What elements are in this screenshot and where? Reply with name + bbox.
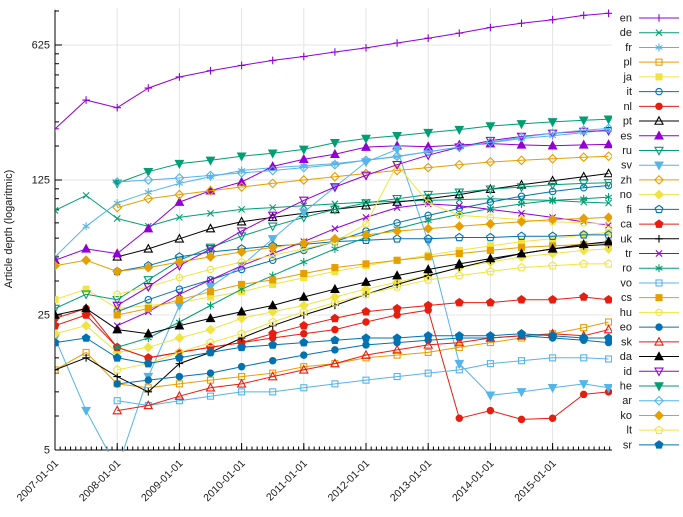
legend-item-hu: hu	[620, 307, 679, 319]
legend-item-id: id	[623, 366, 679, 378]
legend-item-uk: uk	[620, 233, 679, 245]
legend-label: no	[620, 189, 632, 201]
series-ko	[55, 212, 612, 277]
legend-item-fr: fr	[625, 42, 679, 54]
legend-item-en: en	[620, 13, 679, 25]
series-plot-area	[55, 9, 612, 452]
legend-label: eo	[620, 322, 632, 334]
legend-item-nl: nl	[623, 101, 679, 113]
legend-label: uk	[620, 233, 632, 245]
legend-label: sr	[623, 439, 633, 451]
legend-item-ru: ru	[622, 145, 679, 157]
legend-item-ca: ca	[620, 219, 679, 231]
legend-label: en	[620, 13, 632, 25]
series-lt	[112, 259, 612, 374]
legend-item-sk: sk	[621, 336, 679, 348]
series-es	[55, 138, 612, 265]
legend-item-pl: pl	[623, 57, 679, 69]
legend-label: vo	[620, 277, 632, 289]
legend-item-tr: tr	[625, 248, 679, 260]
series-en	[55, 9, 612, 133]
legend-label: id	[623, 366, 632, 378]
legend-item-ro: ro	[622, 263, 679, 275]
legend-item-sv: sv	[621, 160, 679, 172]
legend-item-zh: zh	[620, 174, 679, 186]
legend-label: ca	[620, 219, 633, 231]
legend-label: es	[620, 130, 632, 142]
legend-label: ar	[622, 395, 632, 407]
y-tick-label: 625	[32, 40, 50, 52]
legend-item-eo: eo	[620, 322, 679, 334]
legend-item-ar: ar	[622, 395, 679, 407]
legend-label: it	[627, 86, 633, 98]
legend-item-lt: lt	[627, 425, 679, 437]
series-ar	[112, 123, 612, 188]
series-he	[112, 115, 612, 189]
legend-item-da: da	[620, 351, 679, 363]
legend-label: ro	[622, 263, 632, 275]
y-tick-labels: 5 25 125 625	[32, 40, 50, 457]
legend-item-he: he	[620, 381, 679, 393]
legend-item-vo: vo	[620, 277, 679, 289]
legend-item-no: no	[620, 189, 679, 201]
y-tick-label: 25	[38, 310, 50, 322]
series-sr	[55, 329, 612, 368]
y-tick-label: 5	[44, 445, 50, 457]
legend-item-ko: ko	[620, 410, 679, 422]
series-zh	[112, 151, 612, 213]
legend-label: cs	[621, 292, 633, 304]
legend-label: sv	[621, 160, 633, 172]
y-axis-title: Article depth (logaritmic)	[3, 170, 15, 289]
legend-label: fi	[627, 204, 633, 216]
y-tick-label: 125	[32, 175, 50, 187]
legend-label: zh	[620, 174, 632, 186]
series-da	[55, 236, 612, 338]
legend-label: he	[620, 381, 632, 393]
legend-item-ja: ja	[622, 71, 679, 83]
legend-item-cs: cs	[621, 292, 679, 304]
legend: en de fr pl ja it nl pt es ru sv zh no fi ca uk tr ro vo cs…	[620, 13, 679, 451]
legend-label: de	[620, 27, 632, 39]
legend-item-de: de	[620, 27, 679, 39]
legend-label: tr	[625, 248, 632, 260]
legend-item-pt: pt	[623, 116, 679, 128]
legend-label: hu	[620, 307, 632, 319]
legend-label: lt	[627, 425, 633, 437]
legend-label: ru	[622, 145, 632, 157]
legend-label: fr	[625, 42, 632, 54]
legend-item-sr: sr	[623, 439, 679, 451]
legend-label: ko	[620, 410, 632, 422]
legend-item-it: it	[627, 86, 679, 98]
series-vo	[113, 354, 612, 410]
series-ru	[55, 178, 612, 314]
legend-item-fi: fi	[627, 204, 679, 216]
legend-label: pt	[623, 116, 632, 128]
legend-label: nl	[623, 101, 632, 113]
legend-label: ja	[622, 71, 632, 83]
legend-label: sk	[621, 336, 633, 348]
legend-item-es: es	[620, 130, 679, 142]
legend-label: pl	[623, 57, 632, 69]
legend-label: da	[620, 351, 633, 363]
